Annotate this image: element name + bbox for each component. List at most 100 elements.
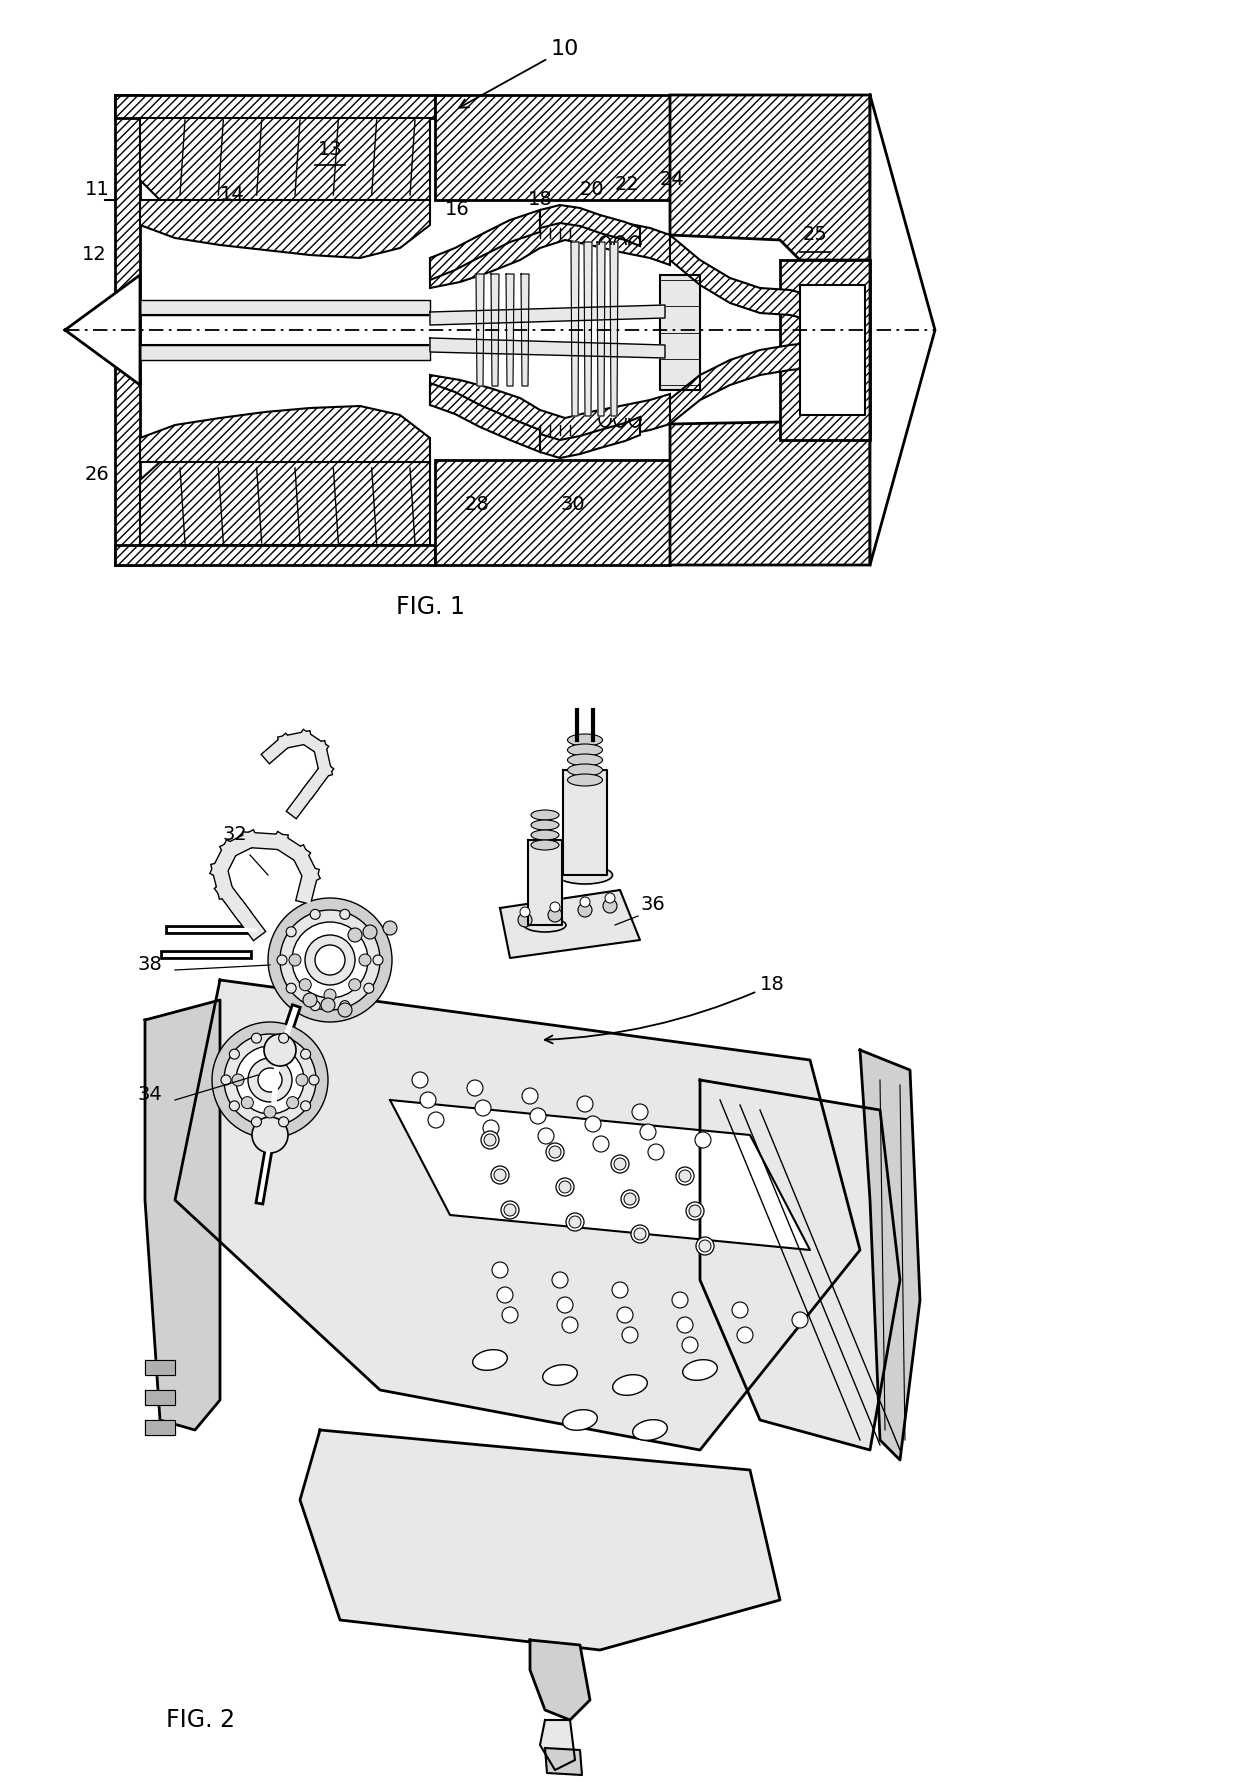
Circle shape xyxy=(279,1034,289,1042)
Text: 30: 30 xyxy=(560,495,584,513)
Polygon shape xyxy=(539,205,640,246)
Polygon shape xyxy=(64,274,140,385)
Text: 18: 18 xyxy=(528,191,553,208)
Polygon shape xyxy=(115,94,435,118)
Circle shape xyxy=(501,1201,520,1219)
Polygon shape xyxy=(563,770,608,875)
Circle shape xyxy=(363,984,373,993)
Circle shape xyxy=(340,909,350,920)
Polygon shape xyxy=(861,1050,920,1459)
Circle shape xyxy=(529,1108,546,1124)
Circle shape xyxy=(484,1133,496,1146)
Circle shape xyxy=(348,978,361,991)
Polygon shape xyxy=(800,285,866,415)
Text: 13: 13 xyxy=(317,141,342,159)
Circle shape xyxy=(556,1178,574,1196)
Circle shape xyxy=(649,1144,663,1160)
Circle shape xyxy=(339,1003,352,1018)
Circle shape xyxy=(632,1105,649,1121)
Circle shape xyxy=(286,1096,299,1108)
Circle shape xyxy=(286,927,296,937)
Text: 22: 22 xyxy=(615,175,640,194)
Circle shape xyxy=(224,1034,316,1126)
Circle shape xyxy=(549,1146,560,1158)
Circle shape xyxy=(363,927,373,937)
Ellipse shape xyxy=(543,1365,578,1385)
Circle shape xyxy=(236,1046,304,1114)
Ellipse shape xyxy=(531,811,559,820)
Circle shape xyxy=(360,953,371,966)
Text: 36: 36 xyxy=(640,895,665,914)
Circle shape xyxy=(694,1132,711,1148)
Circle shape xyxy=(467,1080,484,1096)
Circle shape xyxy=(603,898,618,912)
Polygon shape xyxy=(140,429,430,545)
Text: 26: 26 xyxy=(86,465,110,485)
Circle shape xyxy=(611,1155,629,1173)
Polygon shape xyxy=(476,274,484,387)
Polygon shape xyxy=(610,242,618,415)
Circle shape xyxy=(310,909,320,920)
Circle shape xyxy=(475,1099,491,1116)
Circle shape xyxy=(737,1328,753,1344)
Circle shape xyxy=(732,1303,748,1319)
Text: 20: 20 xyxy=(580,180,605,200)
Circle shape xyxy=(577,1096,593,1112)
Circle shape xyxy=(631,1224,649,1244)
Circle shape xyxy=(299,978,311,991)
Polygon shape xyxy=(670,342,810,424)
Circle shape xyxy=(279,1117,289,1126)
Circle shape xyxy=(605,893,615,903)
Circle shape xyxy=(614,1158,626,1171)
Circle shape xyxy=(383,921,397,936)
Text: 14: 14 xyxy=(219,185,244,203)
Polygon shape xyxy=(140,200,430,258)
Text: 12: 12 xyxy=(82,244,107,264)
Circle shape xyxy=(522,1089,538,1105)
Polygon shape xyxy=(430,305,665,324)
Polygon shape xyxy=(596,242,605,415)
Ellipse shape xyxy=(525,918,565,932)
Circle shape xyxy=(696,1237,714,1255)
Circle shape xyxy=(585,1116,601,1132)
Ellipse shape xyxy=(531,839,559,850)
Circle shape xyxy=(277,955,286,966)
Circle shape xyxy=(264,1107,277,1117)
Circle shape xyxy=(562,1317,578,1333)
Text: 24: 24 xyxy=(660,169,684,189)
Circle shape xyxy=(373,955,383,966)
Ellipse shape xyxy=(683,1360,717,1381)
Circle shape xyxy=(248,1059,291,1101)
Circle shape xyxy=(538,1128,554,1144)
Circle shape xyxy=(258,1067,281,1092)
Circle shape xyxy=(494,1169,506,1181)
Circle shape xyxy=(420,1092,436,1108)
Circle shape xyxy=(569,1215,582,1228)
Polygon shape xyxy=(546,1748,582,1775)
Circle shape xyxy=(232,1075,244,1085)
Circle shape xyxy=(492,1262,508,1278)
Circle shape xyxy=(792,1312,808,1328)
Circle shape xyxy=(565,1214,584,1231)
Polygon shape xyxy=(570,242,579,415)
Circle shape xyxy=(546,1142,564,1162)
Circle shape xyxy=(221,1075,231,1085)
Circle shape xyxy=(229,1050,239,1059)
Circle shape xyxy=(578,903,591,918)
Circle shape xyxy=(624,1192,636,1205)
Polygon shape xyxy=(529,1639,590,1720)
Polygon shape xyxy=(430,210,670,289)
Circle shape xyxy=(503,1205,516,1215)
Circle shape xyxy=(520,907,529,918)
Circle shape xyxy=(618,1306,632,1322)
Polygon shape xyxy=(115,545,435,565)
Polygon shape xyxy=(145,1420,175,1435)
Circle shape xyxy=(291,921,368,998)
Polygon shape xyxy=(175,980,861,1451)
Polygon shape xyxy=(140,346,430,360)
Circle shape xyxy=(309,1075,319,1085)
Polygon shape xyxy=(528,839,562,925)
Polygon shape xyxy=(539,1720,575,1770)
Circle shape xyxy=(324,989,336,1001)
Polygon shape xyxy=(430,339,665,358)
